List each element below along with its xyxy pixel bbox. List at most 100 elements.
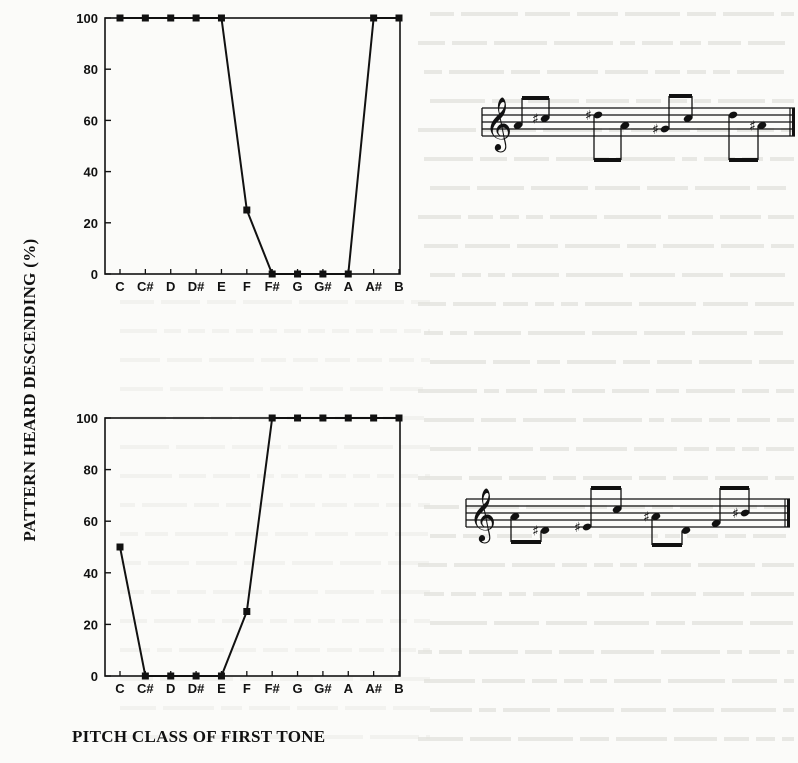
data-point <box>294 414 302 422</box>
bleed-word <box>386 503 411 507</box>
bleed-word <box>627 244 656 248</box>
bleed-word <box>483 128 536 132</box>
bleed-word <box>639 302 696 306</box>
bleed-word <box>391 648 416 652</box>
bleed-word <box>315 532 348 536</box>
bleed-word <box>583 418 642 422</box>
bleed-word <box>523 418 576 422</box>
bleed-word <box>461 12 518 16</box>
bleed-word <box>503 302 528 306</box>
bleed-word <box>370 735 419 739</box>
bleed-word <box>553 476 576 480</box>
bleed-word <box>509 476 546 480</box>
bleed-word <box>721 244 764 248</box>
bleed-word <box>614 505 645 509</box>
bleed-word <box>209 358 254 362</box>
bleed-word <box>680 41 701 45</box>
bleed-word <box>243 300 292 304</box>
bleed-word <box>244 561 285 565</box>
bleed-word <box>764 505 787 509</box>
x-tick-label: D <box>166 279 175 294</box>
x-tick-label: B <box>394 681 403 696</box>
bleed-word <box>783 708 794 712</box>
bleed-word <box>484 389 499 393</box>
bleed-word <box>661 650 720 654</box>
bleed-word <box>561 302 578 306</box>
bleed-word <box>430 186 470 190</box>
bleed-word <box>776 389 794 393</box>
bleed-word <box>559 650 594 654</box>
data-point <box>167 14 175 22</box>
bleed-word <box>366 619 383 623</box>
bleed-word <box>682 157 697 161</box>
bleed-word <box>167 358 202 362</box>
bleed-word <box>500 215 519 219</box>
bleed-word <box>430 447 471 451</box>
bleed-word <box>454 563 505 567</box>
bleed-word <box>226 503 251 507</box>
bleed-word <box>151 590 170 594</box>
bleed-word <box>246 619 263 623</box>
data-point <box>370 14 378 22</box>
bleed-word <box>757 186 786 190</box>
bleed-word <box>160 677 193 681</box>
y-tick-label: 100 <box>76 11 98 26</box>
bleed-word <box>469 650 518 654</box>
data-point <box>268 414 276 422</box>
bleed-word <box>756 737 775 741</box>
data-point <box>319 414 327 422</box>
bleed-word <box>355 300 404 304</box>
bleed-word <box>494 41 547 45</box>
bleed-word <box>749 650 780 654</box>
bleed-word <box>657 360 692 364</box>
bleed-word <box>540 447 569 451</box>
sharp-icon: ♯ <box>585 108 592 124</box>
bleed-word <box>344 445 393 449</box>
bleed-word <box>418 128 476 132</box>
note-head <box>683 115 693 122</box>
treble-clef-icon: 𝄞 <box>485 96 512 152</box>
bleed-word <box>430 360 486 364</box>
bleed-word <box>120 300 154 304</box>
bleed-word <box>547 70 598 74</box>
bleed-word <box>401 474 418 478</box>
bleed-word <box>474 331 521 335</box>
bleed-word <box>481 418 516 422</box>
bleed-word <box>176 445 225 449</box>
bleed-word <box>668 215 713 219</box>
bleed-word <box>483 592 502 596</box>
bleed-word <box>424 331 443 335</box>
bleed-word <box>318 619 335 623</box>
bleed-word <box>381 590 430 594</box>
bleed-word <box>360 677 393 681</box>
bleed-word <box>651 592 696 596</box>
bleed-word <box>517 244 558 248</box>
x-tick-label: E <box>217 279 226 294</box>
series-line <box>119 417 399 677</box>
bleed-word <box>656 389 679 393</box>
bleed-word <box>354 503 379 507</box>
bleed-word <box>468 215 493 219</box>
bleed-word <box>623 360 650 364</box>
bleed-word <box>709 418 730 422</box>
bleed-word <box>231 648 256 652</box>
bleed-word <box>492 99 521 103</box>
bleed-word <box>120 706 156 710</box>
bleed-word <box>308 329 325 333</box>
x-axis-label: PITCH CLASS OF FIRST TONE <box>72 727 326 746</box>
note-head <box>651 513 661 520</box>
bleed-word <box>784 679 794 683</box>
bleed-word <box>550 215 597 219</box>
bleed-word <box>750 621 793 625</box>
bleed-word <box>526 505 585 509</box>
bleed-word <box>586 99 629 103</box>
bleed-word <box>414 619 430 623</box>
bleed-word <box>686 389 735 393</box>
bleed-word <box>120 474 172 478</box>
bleed-word <box>221 706 242 710</box>
data-point <box>217 672 225 680</box>
series-line <box>120 17 399 275</box>
bleed-word <box>120 735 159 739</box>
bleed-word <box>543 128 602 132</box>
bleed-word <box>424 157 473 161</box>
